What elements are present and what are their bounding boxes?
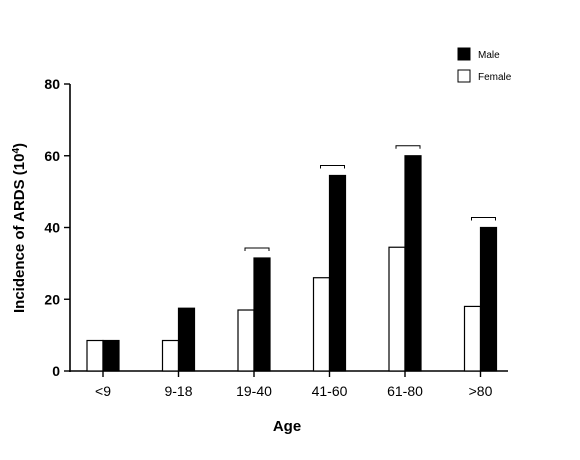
significance-bracket xyxy=(244,247,270,251)
bar-female xyxy=(388,246,406,372)
bar-male xyxy=(177,307,196,372)
x-tick-label: <9 xyxy=(95,383,111,399)
y-tick-label: 0 xyxy=(52,363,60,379)
legend-label-female: Female xyxy=(478,72,512,83)
bar-female xyxy=(86,339,104,372)
bar-male xyxy=(328,174,347,372)
legend-label-male: Male xyxy=(478,50,500,61)
legend-swatch-male xyxy=(457,47,471,61)
x-tick-label: 61-80 xyxy=(387,383,423,399)
x-tick-label: >80 xyxy=(469,383,493,399)
bar-male xyxy=(253,257,271,372)
significance-bracket xyxy=(471,217,496,221)
bar-female xyxy=(312,277,331,372)
significance-brackets xyxy=(244,145,496,251)
y-tick-label: 60 xyxy=(44,148,60,164)
x-tick-label: 19-40 xyxy=(236,383,272,399)
significance-bracket xyxy=(320,164,345,169)
y-tick-label: 40 xyxy=(44,220,60,236)
bar-male xyxy=(479,226,498,372)
y-axis-title-sup: 4 xyxy=(11,148,22,154)
y-axis-title-main: Incidence of ARDS (10 xyxy=(11,154,28,313)
x-tick-label: 9-18 xyxy=(164,383,192,399)
x-tick-label: 41-60 xyxy=(312,383,348,399)
y-axis-title: Incidence of ARDS (104) xyxy=(11,143,29,313)
bar-female xyxy=(161,339,180,372)
bar-male xyxy=(404,155,422,372)
tick-labels: 0 20 40 60 80 <9 9-18 19-40 41-60 61-80 >80 xyxy=(44,76,492,399)
x-axis-title: Age xyxy=(273,418,301,435)
y-tick-label: 80 xyxy=(44,76,60,92)
y-tick-label: 20 xyxy=(44,291,60,307)
legend-swatch-female xyxy=(457,69,471,83)
y-axis-title-end: ) xyxy=(11,143,28,148)
legend: Male Female xyxy=(457,47,512,83)
bar-female xyxy=(237,309,255,372)
bars xyxy=(86,155,498,372)
significance-bracket xyxy=(395,145,421,149)
axes xyxy=(64,83,508,377)
bar-male xyxy=(102,339,120,372)
bar-female xyxy=(463,305,482,372)
